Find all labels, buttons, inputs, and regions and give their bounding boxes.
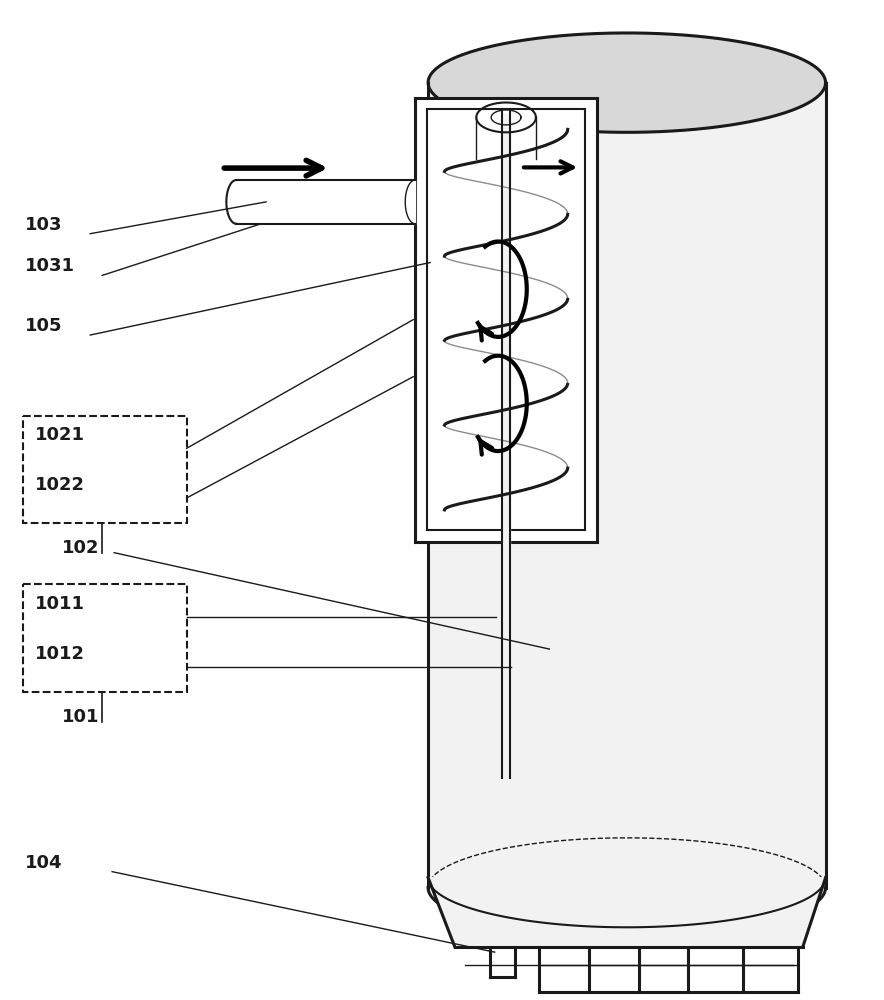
Text: 103: 103 (25, 216, 62, 234)
Polygon shape (428, 878, 826, 947)
Polygon shape (428, 83, 826, 888)
Polygon shape (502, 114, 510, 778)
Text: 1011: 1011 (34, 595, 85, 613)
Text: 1031: 1031 (25, 257, 74, 275)
Text: 104: 104 (25, 854, 62, 872)
Polygon shape (236, 180, 415, 224)
Text: 1012: 1012 (34, 645, 85, 663)
Bar (23, 416, 187, 523)
Text: 101: 101 (63, 708, 100, 726)
Text: 102: 102 (63, 539, 100, 557)
Text: 1022: 1022 (34, 476, 85, 494)
Polygon shape (415, 98, 597, 542)
Text: 1021: 1021 (34, 426, 85, 444)
Bar (23, 584, 187, 692)
Polygon shape (428, 33, 826, 132)
Text: 105: 105 (25, 317, 62, 335)
